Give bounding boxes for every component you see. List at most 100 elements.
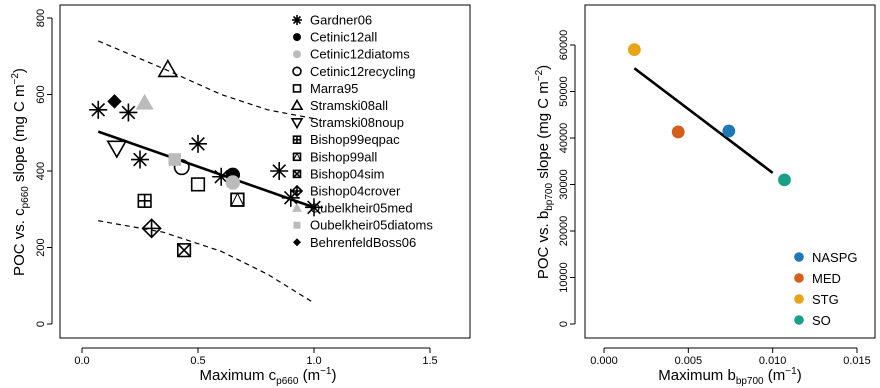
right-point-so [778,173,791,187]
left-chart: 0.0 0.5 1.0 1.5 0 200 400 600 800 Gardner06 Ceti… [10,4,471,387]
right-legend-label-stg: STG [812,292,839,307]
right-legend-label-so: SO [812,313,831,328]
right-point-naspg [722,124,736,138]
left-legend-marker-gardner06 [292,15,302,25]
left-point-bishop99all [230,192,245,207]
left-legend-marker-bishop04sim [292,169,302,179]
left-point-gardner06 [131,150,149,169]
left-legend-label-stramski08all: Stramski08all [310,98,388,113]
right-legend-marker-stg [794,294,804,304]
left-x-tick-label: 0.0 [74,355,89,367]
left-y-tick-label: 0 [35,321,47,327]
left-legend-marker-stramski08all [290,98,304,111]
right-legend-label-naspg: NASPG [812,250,858,265]
right-x-tick-label: 0.010 [759,355,787,367]
left-x-axis: 0.0 0.5 1.0 1.5 [74,347,438,367]
left-legend-label-bishop04sim: Bishop04sim [310,166,384,181]
right-y-tick-label: 40000 [558,123,570,154]
left-legend-label-cetinic12recycling: Cetinic12recycling [310,64,416,79]
left-legend-label-cetinic12diatoms: Cetinic12diatoms [310,47,410,62]
right-legend-marker-so [794,315,804,325]
left-legend-label-bishop99all: Bishop99all [310,149,377,164]
left-point-gardner06 [119,103,138,122]
left-legend-marker-cetinic12diatoms [293,50,301,59]
left-legend-label-oubelkheir05med: Oubelkheir05med [310,201,413,216]
left-point-oubelkheir05diatoms [168,153,182,166]
left-ci-upper-line [98,40,315,120]
left-legend-label-behrenfeldboss06: BehrenfeldBoss06 [310,235,416,250]
right-y-axis: 0 10000 20000 30000 40000 50000 60000 [558,30,576,327]
left-legend-marker-behrenfeldboss06 [293,238,301,247]
left-x-axis-title: Maximum cp660 (m−1) [200,366,337,387]
right-legend-marker-med [794,273,804,283]
left-y-tick-label: 200 [35,238,47,256]
right-y-tick-label: 60000 [558,30,570,61]
right-point-stg [627,43,641,57]
left-point-bishop04sim [176,243,192,258]
left-legend-marker-bishop99eqpac [292,135,302,144]
left-fit-line-group [97,130,315,209]
left-legend-label-oubelkheir05diatoms: Oubelkheir05diatoms [310,218,433,233]
left-legend-label-gardner06: Gardner06 [310,13,372,28]
left-point-gardner06 [305,198,323,217]
left-point-gardner06 [89,100,108,119]
left-fit-line [97,130,315,209]
left-y-axis: 0 200 400 600 800 [35,9,53,327]
left-ci-lower-line [98,220,315,304]
left-legend: Gardner06 Cetinic12all Cetinic12diatoms Cet… [290,13,433,250]
left-point-oubelkheir05med [135,93,154,110]
left-y-tick-label: 800 [35,9,47,27]
right-fit-line [633,67,774,174]
left-legend-marker-cetinic12all [293,33,301,42]
left-point-stramski08all [157,59,179,78]
right-plot-frame [584,4,876,339]
right-data-points [627,43,791,187]
right-chart: 0.000 0.005 0.010 0.015 0 10000 20000 30000 400… [534,4,876,387]
right-x-tick-label: 0.005 [675,355,703,367]
left-legend-label-stramski08noup: Stramski08noup [310,115,404,130]
left-x-tick-label: 1.5 [422,355,437,367]
left-point-bishop99eqpac [137,193,152,208]
right-x-tick-label: 0.000 [590,355,618,367]
left-legend-marker-bishop99all [292,152,302,162]
right-fit-line-group [633,67,774,174]
right-point-med [671,125,685,139]
left-x-tick-label: 0.5 [190,355,205,367]
right-y-tick-label: 30000 [558,169,570,200]
left-legend-marker-stramski08noup [290,118,304,130]
right-y-tick-label: 50000 [558,76,570,107]
left-point-marra95 [230,192,245,207]
left-legend-label-marra95: Marra95 [310,81,358,96]
right-y-axis-title: POC vs. bbp700 slope (mg C m−2) [534,65,555,279]
left-plot-frame [59,4,471,339]
right-x-tick-label: 0.015 [843,355,871,367]
left-legend-marker-cetinic12recycling [292,66,302,77]
left-legend-marker-oubelkheir05diatoms [293,221,301,229]
right-legend-label-med: MED [812,271,841,286]
left-legend-marker-bishop04crover [290,184,304,198]
left-legend-marker-marra95 [292,84,302,93]
left-y-tick-label: 600 [35,85,47,103]
left-confidence-band [98,40,315,304]
right-y-tick-label: 20000 [558,216,570,247]
left-point-behrenfeldboss06 [107,94,122,109]
left-x-tick-label: 1.0 [306,355,321,367]
left-y-tick-label: 400 [35,162,47,180]
left-legend-label-cetinic12all: Cetinic12all [310,30,377,45]
right-y-tick-label: 10000 [558,262,570,293]
left-legend-marker-oubelkheir05med [292,203,302,212]
right-x-axis-title: Maximum bbp700 (m−1) [658,366,801,387]
left-y-axis-title: POC vs. cp660 slope (mg C m−2) [10,68,31,276]
left-point-cetinic12diatoms [225,175,240,190]
right-legend: NASPG MED STG SO [794,250,858,328]
right-x-axis: 0.000 0.005 0.010 0.015 [590,347,871,367]
left-legend-label-bishop04crover: Bishop04crover [310,184,401,199]
left-point-cetinic12recycling [173,159,190,176]
right-y-tick-label: 0 [558,321,570,327]
right-legend-marker-naspg [794,252,804,262]
left-point-gardner06 [189,134,207,153]
left-point-marra95 [190,177,206,192]
left-data-points [89,59,323,258]
left-legend-label-bishop99eqpac: Bishop99eqpac [310,132,400,147]
